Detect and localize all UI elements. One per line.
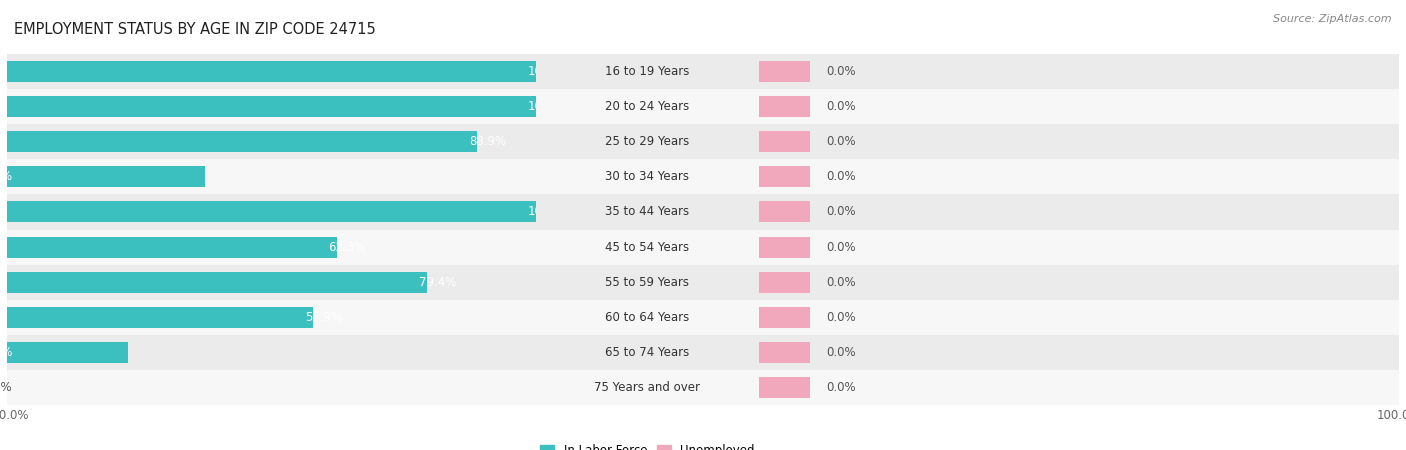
Text: EMPLOYMENT STATUS BY AGE IN ZIP CODE 24715: EMPLOYMENT STATUS BY AGE IN ZIP CODE 247…: [14, 22, 375, 37]
Text: 55 to 59 Years: 55 to 59 Years: [606, 276, 689, 288]
Text: 100.0%: 100.0%: [529, 100, 572, 113]
Bar: [0, 124, 1406, 159]
Text: 0.0%: 0.0%: [825, 135, 855, 148]
Legend: In Labor Force, Unemployed: In Labor Force, Unemployed: [536, 439, 759, 450]
Bar: [0, 370, 1406, 405]
Bar: [0, 265, 1406, 300]
Text: 20 to 24 Years: 20 to 24 Years: [605, 100, 689, 113]
Text: 0.0%: 0.0%: [825, 241, 855, 253]
Bar: [0, 159, 1406, 194]
Bar: [0, 194, 1406, 230]
Bar: [759, 96, 810, 117]
Text: 0.0%: 0.0%: [825, 346, 855, 359]
Text: 100.0%: 100.0%: [529, 65, 572, 78]
Bar: [759, 131, 810, 152]
Bar: [7, 166, 205, 187]
Bar: [7, 131, 477, 152]
Text: 0.0%: 0.0%: [825, 276, 855, 288]
Bar: [7, 237, 336, 257]
Text: Source: ZipAtlas.com: Source: ZipAtlas.com: [1274, 14, 1392, 23]
Bar: [0, 370, 1406, 405]
Bar: [0, 194, 1406, 230]
Bar: [0, 89, 1406, 124]
Bar: [0, 230, 1406, 265]
Bar: [0, 159, 1406, 194]
Text: 0.0%: 0.0%: [825, 311, 855, 324]
Text: 22.9%: 22.9%: [0, 346, 13, 359]
Bar: [7, 61, 536, 82]
Text: 0.0%: 0.0%: [825, 206, 855, 218]
Bar: [0, 300, 1406, 335]
Bar: [7, 96, 536, 117]
Text: 75 Years and over: 75 Years and over: [595, 381, 700, 394]
Text: 60 to 64 Years: 60 to 64 Years: [605, 311, 689, 324]
Bar: [0, 335, 1406, 370]
Bar: [0, 194, 1406, 230]
Bar: [7, 202, 536, 222]
Bar: [759, 202, 810, 222]
Bar: [759, 342, 810, 363]
Text: 0.0%: 0.0%: [825, 65, 855, 78]
Text: 35 to 44 Years: 35 to 44 Years: [605, 206, 689, 218]
Bar: [0, 89, 1406, 124]
Bar: [759, 61, 810, 82]
Bar: [0, 230, 1406, 265]
Text: 0.0%: 0.0%: [825, 171, 855, 183]
Text: 62.3%: 62.3%: [329, 241, 366, 253]
Bar: [0, 124, 1406, 159]
Bar: [0, 54, 1406, 89]
Text: 25 to 29 Years: 25 to 29 Years: [605, 135, 689, 148]
Text: 100.0%: 100.0%: [529, 206, 572, 218]
Bar: [0, 54, 1406, 89]
Bar: [759, 237, 810, 257]
Bar: [7, 342, 128, 363]
Text: 45 to 54 Years: 45 to 54 Years: [605, 241, 689, 253]
Text: 30 to 34 Years: 30 to 34 Years: [606, 171, 689, 183]
Text: 65 to 74 Years: 65 to 74 Years: [605, 346, 689, 359]
Bar: [759, 272, 810, 292]
Bar: [0, 54, 1406, 89]
Text: 37.5%: 37.5%: [0, 171, 13, 183]
Text: 16 to 19 Years: 16 to 19 Years: [605, 65, 689, 78]
Bar: [0, 370, 1406, 405]
Bar: [0, 159, 1406, 194]
Bar: [7, 307, 314, 328]
Bar: [0, 300, 1406, 335]
Bar: [0, 335, 1406, 370]
Text: 57.9%: 57.9%: [305, 311, 343, 324]
Text: 79.4%: 79.4%: [419, 276, 457, 288]
Text: 88.9%: 88.9%: [470, 135, 506, 148]
Bar: [759, 166, 810, 187]
Bar: [7, 272, 427, 292]
Bar: [759, 307, 810, 328]
Bar: [0, 265, 1406, 300]
Text: 0.0%: 0.0%: [825, 100, 855, 113]
Bar: [0, 89, 1406, 124]
Bar: [0, 230, 1406, 265]
Text: 0.0%: 0.0%: [0, 381, 13, 394]
Bar: [0, 124, 1406, 159]
Bar: [0, 300, 1406, 335]
Bar: [0, 335, 1406, 370]
Bar: [759, 377, 810, 398]
Text: 0.0%: 0.0%: [825, 381, 855, 394]
Bar: [0, 265, 1406, 300]
